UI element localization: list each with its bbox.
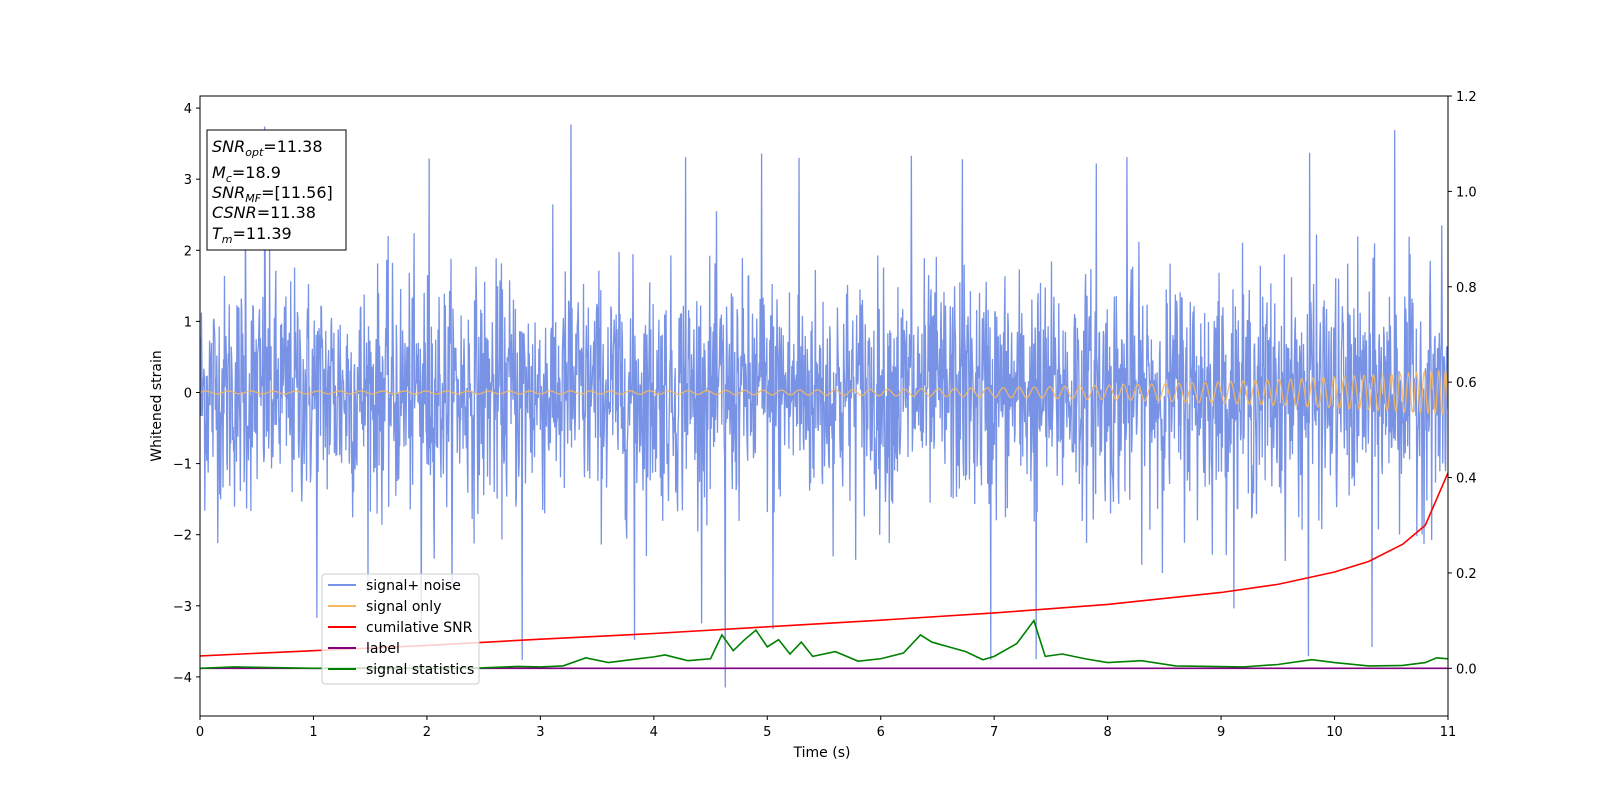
y-tick-label: −4	[173, 671, 192, 686]
y2-tick-label: 0.6	[1456, 376, 1477, 391]
x-axis-label: Time (s)	[793, 745, 851, 761]
y-tick-label: 2	[184, 244, 192, 259]
y-tick-label: −2	[173, 529, 192, 544]
y-tick-label: 1	[184, 315, 192, 330]
x-tick-label: 8	[1103, 725, 1111, 740]
x-tick-label: 2	[423, 725, 431, 740]
legend-label: signal only	[366, 599, 441, 615]
y2-tick-label: 0.8	[1456, 281, 1477, 296]
info-tm: Tm=11.39	[212, 224, 292, 246]
x-tick-label: 5	[763, 725, 771, 740]
info-csnr: CSNR=11.38	[212, 203, 316, 222]
series-signal-statistics	[200, 618, 1448, 670]
legend-label: signal+ noise	[366, 578, 461, 594]
x-tick-label: 1	[309, 725, 317, 740]
y-tick-label: −3	[173, 600, 192, 615]
x-tick-label: 6	[877, 725, 885, 740]
info-box-frame	[206, 129, 347, 251]
y-tick-label: 3	[184, 173, 192, 188]
x-tick-label: 9	[1217, 725, 1225, 740]
info-box: SNRopt=11.38 Mc=18.9 SNRMF=[11.56] CSNR=…	[206, 129, 347, 251]
info-snr-mf: SNRMF=[11.56]	[212, 183, 333, 205]
plot-frame	[199, 95, 1449, 717]
legend: signal+ noise signal only cumilative SNR la…	[321, 573, 480, 685]
series-cumulative-snr	[200, 472, 1448, 657]
legend-label: signal statistics	[366, 662, 474, 678]
y-axis-left: −4 −3 −2 −1 0 1 2 3 4	[173, 102, 200, 686]
legend-label: label	[366, 641, 400, 657]
y2-tick-label: 0.0	[1456, 662, 1477, 677]
y-axis-right: 0.0 0.2 0.4 0.6 0.8 1.0 1.2	[1448, 90, 1477, 677]
x-tick-label: 7	[990, 725, 998, 740]
info-snr-opt: SNRopt=11.38	[212, 137, 323, 159]
x-axis: 0 1 2 3 4 5 6 7 8 9 10 11	[196, 716, 1456, 740]
x-tick-label: 3	[536, 725, 544, 740]
y2-tick-label: 0.4	[1456, 472, 1477, 487]
x-tick-label: 4	[650, 725, 658, 740]
y-tick-label: −1	[173, 458, 192, 473]
legend-item: label	[328, 641, 400, 657]
legend-frame	[321, 573, 480, 685]
legend-item: signal+ noise	[328, 578, 461, 594]
x-tick-label: 11	[1440, 725, 1457, 740]
y2-tick-label: 0.2	[1456, 567, 1477, 582]
x-tick-label: 0	[196, 725, 204, 740]
legend-label: cumilative SNR	[366, 620, 473, 636]
y2-tick-label: 1.0	[1456, 185, 1477, 200]
legend-item: signal statistics	[328, 662, 474, 678]
y-tick-label: 4	[184, 102, 192, 117]
legend-item: cumilative SNR	[328, 620, 473, 636]
y-tick-label: 0	[184, 386, 192, 401]
series-signal-only	[200, 368, 1448, 416]
x-tick-label: 10	[1326, 725, 1343, 740]
legend-item: signal only	[328, 599, 441, 615]
info-mc: Mc=18.9	[212, 163, 281, 185]
y2-tick-label: 1.2	[1456, 90, 1477, 105]
series-signal-noise	[200, 124, 1448, 688]
y-axis-label: Whitened strain	[149, 350, 165, 461]
